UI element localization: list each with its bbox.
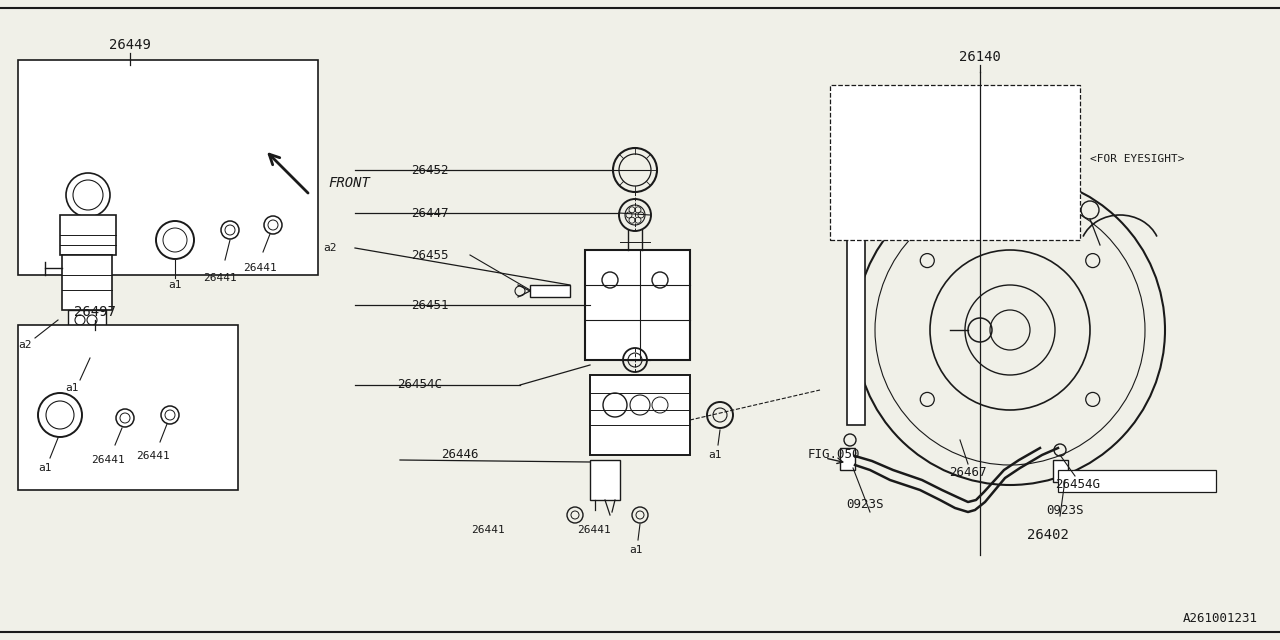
- Bar: [58, 328, 116, 363]
- Text: 26467: 26467: [950, 465, 987, 479]
- Text: 26441: 26441: [471, 525, 504, 535]
- Text: a1: a1: [38, 463, 51, 473]
- Text: 26455: 26455: [411, 248, 449, 262]
- Text: 26446: 26446: [442, 449, 479, 461]
- Text: A261001231: A261001231: [1183, 611, 1257, 625]
- Text: 26402: 26402: [1027, 528, 1069, 542]
- Text: a1: a1: [708, 450, 722, 460]
- Bar: [1059, 470, 1216, 492]
- Bar: [530, 285, 570, 297]
- Text: 0923S: 0923S: [846, 499, 883, 511]
- Bar: [18, 60, 317, 275]
- Bar: [585, 250, 690, 360]
- Bar: [590, 460, 620, 500]
- Bar: [60, 215, 116, 255]
- Text: a1: a1: [168, 280, 182, 290]
- Text: 26140: 26140: [959, 50, 1001, 64]
- Text: 26441: 26441: [91, 455, 125, 465]
- Text: <FOR EYESIGHT>: <FOR EYESIGHT>: [1089, 154, 1184, 164]
- Bar: [847, 235, 865, 425]
- Bar: [68, 310, 106, 328]
- Text: 26451: 26451: [411, 298, 449, 312]
- Text: a2: a2: [18, 340, 32, 350]
- Text: 26441: 26441: [577, 525, 611, 535]
- Text: 26441: 26441: [243, 263, 276, 273]
- Text: 26441: 26441: [136, 451, 170, 461]
- Bar: [61, 255, 113, 310]
- Text: FIG.050: FIG.050: [808, 449, 860, 461]
- Text: 26441: 26441: [204, 273, 237, 283]
- Text: 26497: 26497: [74, 305, 116, 319]
- Bar: [840, 448, 855, 470]
- Text: 26449: 26449: [109, 38, 151, 52]
- Bar: [1053, 460, 1068, 482]
- Text: a2: a2: [324, 243, 337, 253]
- Bar: [18, 325, 238, 490]
- Bar: [590, 375, 690, 455]
- Text: 26454C: 26454C: [398, 378, 443, 392]
- Text: 26454G: 26454G: [1056, 477, 1101, 490]
- Text: 26447: 26447: [411, 207, 449, 220]
- Bar: [58, 363, 78, 373]
- Text: a1: a1: [65, 383, 79, 393]
- Text: FRONT: FRONT: [328, 176, 370, 190]
- Text: a1: a1: [630, 545, 643, 555]
- Bar: [829, 85, 1080, 240]
- Text: 26452: 26452: [411, 163, 449, 177]
- Bar: [90, 363, 110, 373]
- Text: 0923S: 0923S: [1046, 504, 1084, 516]
